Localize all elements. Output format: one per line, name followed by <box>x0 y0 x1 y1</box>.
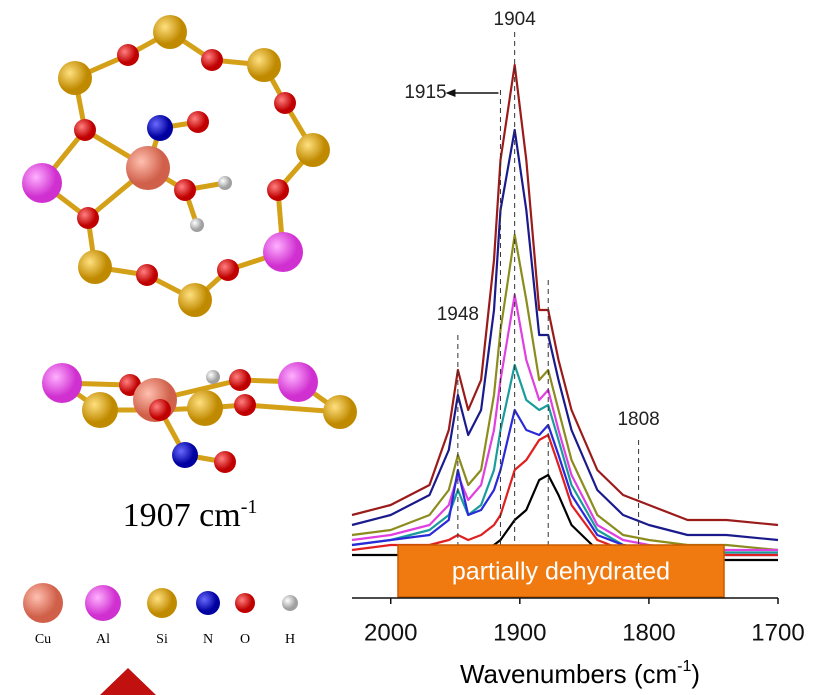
arrow-head <box>445 89 456 97</box>
x-axis-label: Wavenumbers (cm-1) <box>460 658 700 689</box>
atom-swatch <box>147 588 177 618</box>
atom-swatch <box>235 593 255 613</box>
atom-swatch <box>282 595 298 611</box>
spectrum-line <box>351 63 779 527</box>
frequency-label: 1907 cm-1 <box>123 496 258 534</box>
peak-label: 1948 <box>437 304 479 325</box>
atom-swatch <box>196 591 220 615</box>
peak-label: 1904 <box>494 9 537 30</box>
spectrum-line <box>351 293 778 552</box>
side-view-structure <box>42 362 357 473</box>
atom-label: N <box>203 632 213 647</box>
atom-swatch <box>85 585 121 621</box>
frequency-text: 1907 cm <box>123 497 241 534</box>
spectrum-line <box>351 128 779 542</box>
triangle-marker <box>100 668 156 695</box>
atom-swatch <box>23 583 63 623</box>
x-tick-label: 1700 <box>751 619 804 646</box>
atom-label: Cu <box>35 632 51 647</box>
peak-label: 1915 <box>404 82 446 103</box>
atom-label: Al <box>96 632 110 647</box>
x-tick-label: 2000 <box>364 619 417 646</box>
spectrum-line <box>351 363 778 554</box>
spectrum-line <box>351 233 779 552</box>
x-axis-label-end: ) <box>691 659 700 689</box>
condition-box <box>397 544 725 598</box>
x-axis-label-text: Wavenumbers (cm <box>460 659 677 689</box>
atom-legend: Cu Al Si N O H <box>23 583 298 647</box>
x-tick-label: 1800 <box>622 619 675 646</box>
top-view-structure <box>22 15 330 317</box>
condition-text: partially dehydrated <box>452 558 670 586</box>
atom-label: Si <box>156 632 168 647</box>
frequency-exponent: -1 <box>241 496 258 518</box>
plot: 1904 1915 1948 1808 partially dehydrated 2000… <box>351 9 805 646</box>
peak-label: 1808 <box>617 409 659 430</box>
x-tick-label: 1900 <box>493 619 546 646</box>
atom-label: H <box>285 632 295 647</box>
x-axis-label-exponent: -1 <box>677 658 691 675</box>
atom-label: O <box>240 632 250 647</box>
